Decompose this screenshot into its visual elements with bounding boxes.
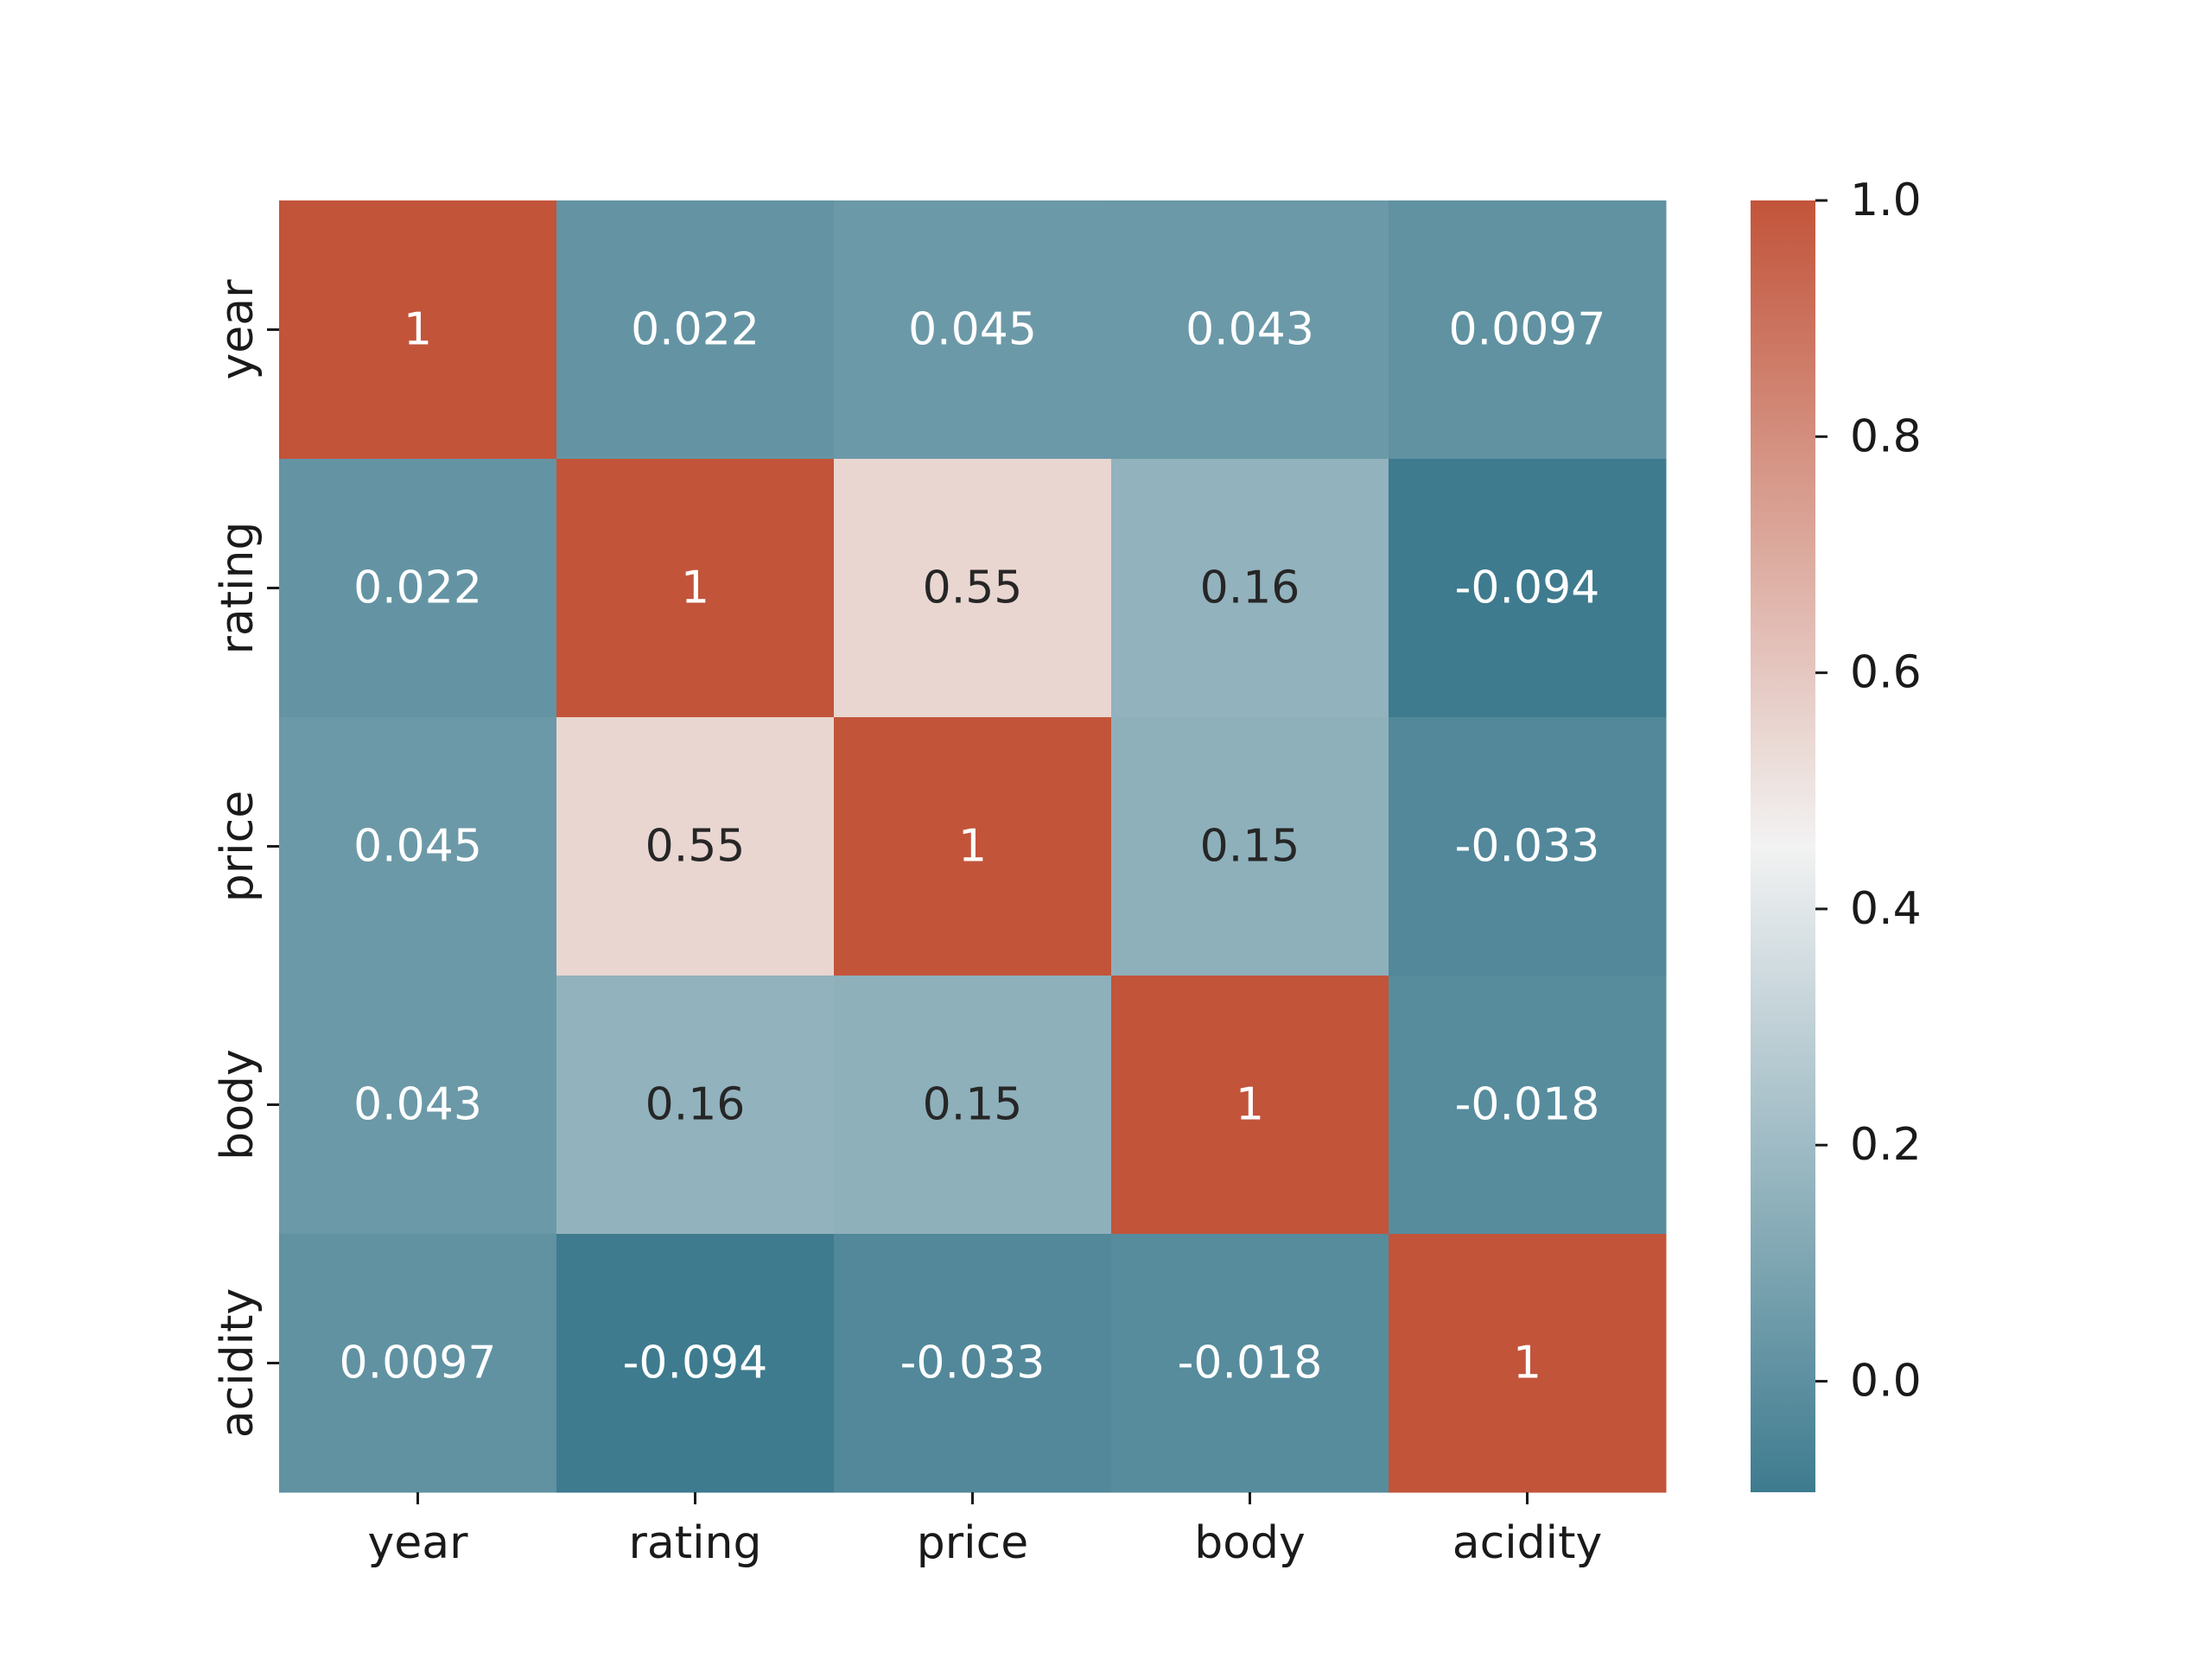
cell-annotation: 0.043 xyxy=(1185,304,1314,356)
heatmap-cell xyxy=(279,1234,557,1493)
colorbar-axis: 0.0 0.2 0.4 0.6 0.8 1.0 xyxy=(1815,175,1922,1408)
cell-annotation: 0.15 xyxy=(923,1079,1023,1131)
y-tick-label: rating xyxy=(212,521,264,654)
heatmap-cell xyxy=(556,1234,835,1493)
cell-annotation: 0.0097 xyxy=(340,1338,497,1389)
heatmap-cell xyxy=(279,200,557,460)
cell-annotation: 1 xyxy=(1236,1079,1264,1131)
cell-annotation: -0.033 xyxy=(900,1338,1046,1389)
heatmap-cell xyxy=(834,200,1112,460)
colorbar-tick-label: 1.0 xyxy=(1850,175,1922,226)
cell-annotation: 0.022 xyxy=(353,563,482,614)
cell-annotation: 1 xyxy=(681,563,709,614)
cell-annotation: 1 xyxy=(958,821,987,873)
cell-annotation: 0.55 xyxy=(645,821,746,873)
colorbar-tick-label: 0.0 xyxy=(1850,1356,1922,1408)
heatmap-cell xyxy=(279,459,557,718)
cell-annotation: -0.094 xyxy=(1455,563,1600,614)
heatmap-cell xyxy=(1111,717,1389,976)
heatmap-cell xyxy=(1389,459,1667,718)
heatmap-cell xyxy=(556,459,835,718)
cell-annotation: 0.15 xyxy=(1200,821,1300,873)
heatmap-cell xyxy=(279,976,557,1235)
heatmap-cell xyxy=(834,1234,1112,1493)
heatmap-annotations: 1 0.022 0.045 0.043 0.0097 0.022 1 0.55 0.16 -0.0… xyxy=(340,304,1606,1389)
y-tick-label: price xyxy=(212,791,264,902)
y-tick-label: year xyxy=(212,279,264,380)
heatmap-cell xyxy=(1111,200,1389,460)
heatmap-cell xyxy=(834,976,1112,1235)
y-axis: year rating price body acidity xyxy=(212,279,279,1438)
colorbar-tick-label: 0.8 xyxy=(1850,410,1922,462)
cell-annotation: 0.022 xyxy=(631,304,760,356)
cell-annotation: 0.045 xyxy=(908,304,1037,356)
colorbar-tick-label: 0.6 xyxy=(1850,647,1922,699)
x-axis: year rating price body acidity xyxy=(367,1492,1602,1569)
heatmap-cell xyxy=(556,976,835,1235)
heatmap-cell xyxy=(1389,717,1667,976)
cell-annotation: 0.0097 xyxy=(1449,304,1606,356)
heatmap-cell xyxy=(1111,1234,1389,1493)
colorbar-tick-label: 0.4 xyxy=(1850,883,1922,935)
x-tick-label: price xyxy=(917,1517,1028,1569)
cell-annotation: 0.045 xyxy=(353,821,482,873)
cell-annotation: -0.018 xyxy=(1455,1079,1600,1131)
cell-annotation: 0.16 xyxy=(1200,563,1300,614)
cell-annotation: 0.55 xyxy=(923,563,1023,614)
x-tick-label: acidity xyxy=(1452,1517,1603,1569)
heatmap-cell xyxy=(834,459,1112,718)
heatmap-cells xyxy=(279,200,1667,1493)
heatmap-cell xyxy=(834,717,1112,976)
heatmap-cell xyxy=(1389,976,1667,1235)
heatmap-cell xyxy=(1111,976,1389,1235)
cell-annotation: 0.043 xyxy=(353,1079,482,1131)
colorbar xyxy=(1751,200,1815,1492)
cell-annotation: -0.033 xyxy=(1455,821,1600,873)
colorbar-tick-label: 0.2 xyxy=(1850,1119,1922,1171)
heatmap-cell xyxy=(1111,459,1389,718)
heatmap-cell xyxy=(279,717,557,976)
x-tick-label: body xyxy=(1194,1517,1306,1569)
x-tick-label: year xyxy=(367,1517,468,1569)
y-tick-label: acidity xyxy=(212,1288,264,1439)
heatmap-cell xyxy=(556,200,835,460)
heatmap-cell xyxy=(1389,200,1667,460)
y-tick-label: body xyxy=(212,1049,264,1160)
heatmap-cell xyxy=(1389,1234,1667,1493)
cell-annotation: 1 xyxy=(1513,1338,1541,1389)
cell-annotation: -0.018 xyxy=(1178,1338,1323,1389)
cell-annotation: 0.16 xyxy=(645,1079,746,1131)
cell-annotation: 1 xyxy=(404,304,432,356)
heatmap-cell xyxy=(556,717,835,976)
cell-annotation: -0.094 xyxy=(623,1338,768,1389)
x-tick-label: rating xyxy=(628,1517,761,1569)
